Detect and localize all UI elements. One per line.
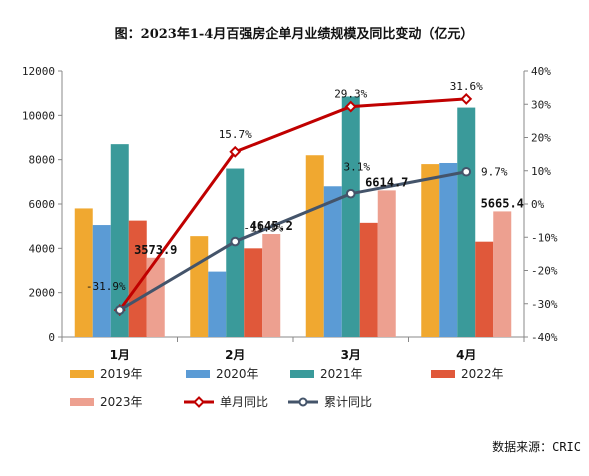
bars: [74, 96, 512, 337]
bar-value-label: 6614.7: [365, 175, 408, 189]
bar: [359, 222, 378, 337]
axes: 0 2000 4000 6000 8000 10000 12000 -40% -30% -20% -…: [22, 65, 558, 362]
bar-value-label: 3573.9: [134, 243, 177, 257]
legend-item: 2021年: [290, 367, 363, 381]
bar: [262, 234, 281, 337]
bar: [190, 236, 209, 337]
line-value-label: -31.9%: [86, 280, 126, 293]
x-tick-label: 3月: [341, 348, 361, 362]
legend-swatch: [70, 398, 94, 406]
y-tick-label: 12000: [22, 65, 55, 78]
bar: [226, 168, 245, 337]
bar: [439, 162, 458, 337]
legend-swatch: [290, 370, 314, 378]
bar: [92, 225, 111, 337]
bar: [305, 155, 324, 337]
bar: [128, 220, 147, 337]
x-tick-label: 2月: [225, 348, 245, 362]
bar: [208, 271, 227, 337]
bar: [421, 164, 440, 337]
line-value-label: 3.1%: [344, 161, 371, 174]
source-note: 数据来源：CRIC: [492, 439, 581, 454]
bar: [74, 208, 93, 337]
legend-label: 2019年: [100, 367, 143, 381]
legend: 2019年 2020年 2021年 2022年 2023年 单月同比 累计同比: [70, 367, 504, 409]
y-tick-label: 6000: [29, 198, 56, 211]
y-tick-label: 0: [48, 331, 55, 344]
line-value-label: 15.7%: [219, 128, 252, 141]
line-point: [344, 100, 357, 113]
legend-label: 单月同比: [220, 395, 268, 409]
x-tick-label: 4月: [456, 348, 476, 362]
bar: [244, 248, 263, 337]
bar: [475, 241, 494, 337]
y-tick-label: 4000: [29, 242, 56, 255]
y-tick-label: 8000: [29, 154, 56, 167]
y2-tick-label: -30%: [531, 298, 558, 311]
y2-tick-label: 40%: [531, 65, 551, 78]
y2-tick-label: 0%: [531, 198, 545, 211]
y2-tick-label: 10%: [531, 165, 551, 178]
legend-item: 2022年: [431, 367, 504, 381]
legend-swatch: [431, 370, 455, 378]
legend-label: 2023年: [100, 395, 143, 409]
line-value-label: -11.3%: [243, 222, 283, 235]
legend-marker: [193, 396, 205, 408]
y2-tick-label: 30%: [531, 98, 551, 111]
bar: [323, 186, 342, 337]
y2-tick-label: -40%: [531, 331, 558, 344]
y2-tick-label: 20%: [531, 132, 551, 145]
bar: [377, 190, 396, 337]
legend-item: 单月同比: [184, 395, 268, 409]
line-value-label: 31.6%: [450, 80, 483, 93]
legend-item: 累计同比: [288, 395, 372, 409]
legend-label: 累计同比: [324, 395, 372, 409]
legend-label: 2021年: [320, 367, 363, 381]
line-point: [230, 236, 241, 247]
line-point: [114, 305, 125, 315]
data-labels: 3573.9 4645.2 6614.7 5665.4 -31.9% 15.7% 29.3%…: [86, 80, 524, 293]
bar-value-label: 4645.2: [250, 219, 293, 233]
y-tick-label: 10000: [22, 109, 55, 122]
legend-swatch: [186, 370, 210, 378]
line-value-label: 9.7%: [481, 166, 508, 179]
chart-title: 图：2023年1-4月百强房企单月业绩规模及同比变动（亿元）: [115, 26, 474, 42]
bar: [110, 144, 129, 337]
bar-value-label: 5665.4: [481, 196, 524, 210]
line-point: [461, 166, 472, 177]
bar: [341, 96, 360, 337]
legend-item: 2020年: [186, 367, 259, 381]
bar: [493, 211, 512, 337]
legend-marker: [298, 397, 308, 407]
bar: [146, 257, 165, 337]
line-point: [229, 145, 242, 158]
legend-item: 2019年: [70, 367, 143, 381]
legend-item: 2023年: [70, 395, 143, 409]
y-tick-label: 2000: [29, 287, 56, 300]
legend-label: 2022年: [461, 367, 504, 381]
line-value-label: 29.3%: [334, 88, 367, 101]
lines: [113, 93, 473, 316]
legend-label: 2020年: [216, 367, 259, 381]
x-tick-label: 1月: [110, 348, 130, 362]
y2-tick-label: -20%: [531, 265, 558, 278]
series-line: [118, 170, 467, 312]
line-point: [460, 93, 473, 105]
line-point: [345, 188, 356, 199]
series-line: [118, 97, 467, 311]
legend-swatch: [70, 370, 94, 378]
bar: [457, 107, 476, 337]
y2-tick-label: -10%: [531, 231, 558, 244]
